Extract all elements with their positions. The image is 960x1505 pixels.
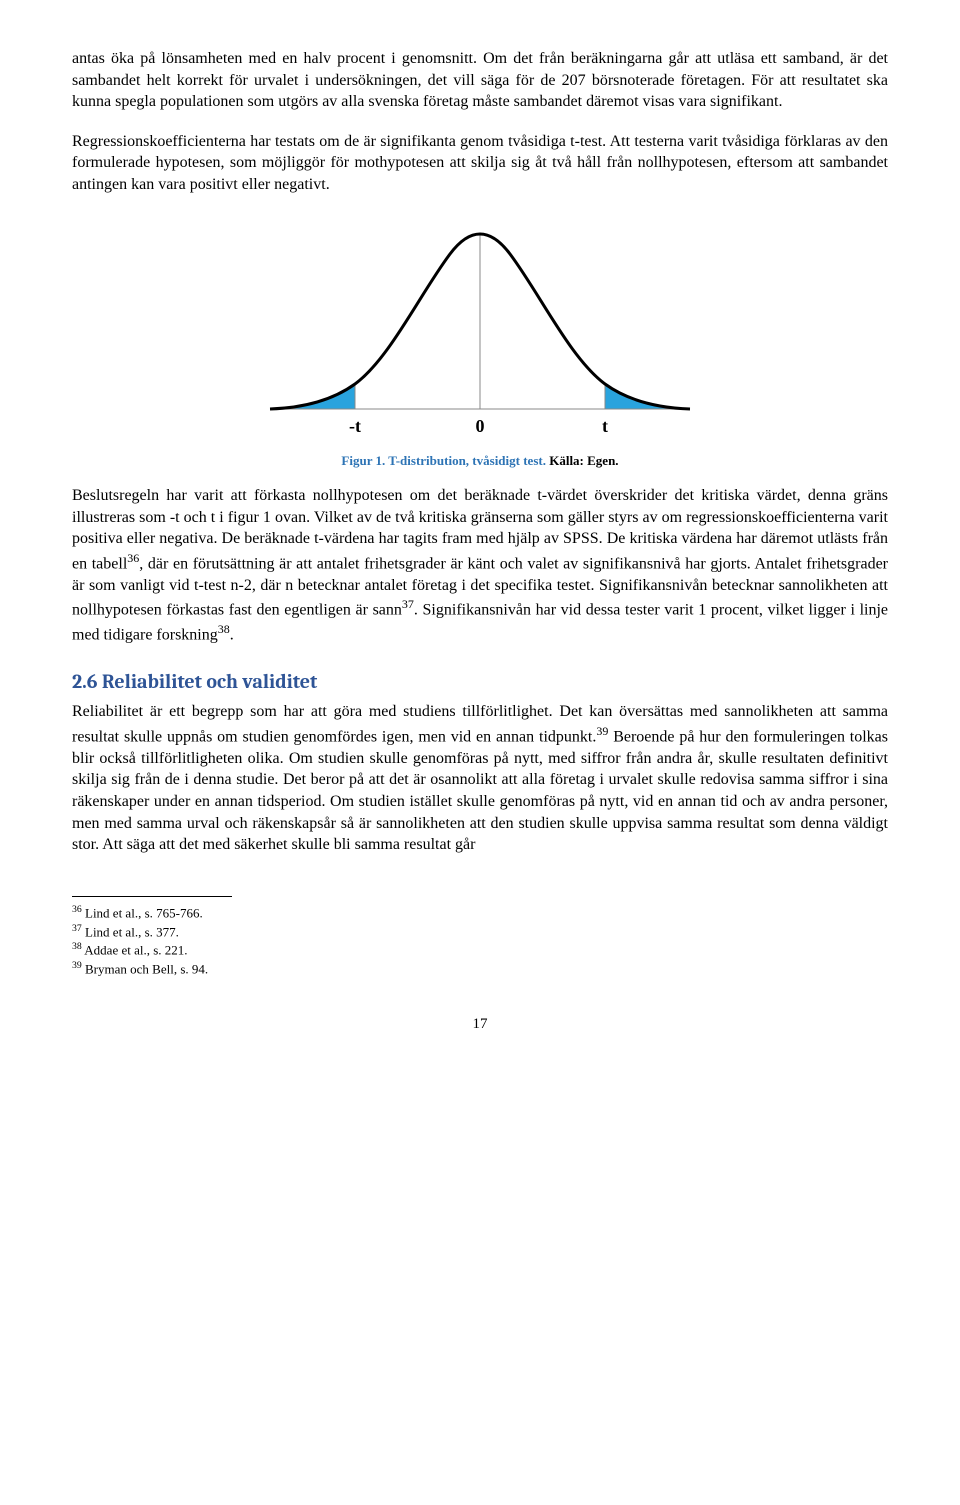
figure-t-distribution: -t 0 t bbox=[72, 214, 888, 444]
t-distribution-chart: -t 0 t bbox=[250, 214, 710, 444]
rejection-region-right bbox=[605, 384, 690, 409]
footnote-36: 36 Lind et al., s. 765-766. bbox=[72, 903, 888, 922]
footnote-num-37: 37 bbox=[72, 923, 82, 934]
footnote-marker-38: 38 bbox=[218, 622, 230, 636]
paragraph-1: antas öka på lönsamheten med en halv pro… bbox=[72, 48, 888, 113]
axis-label-left: -t bbox=[349, 416, 361, 436]
paragraph-2: Regressionskoefficienterna har testats o… bbox=[72, 131, 888, 196]
paragraph-4: Reliabilitet är ett begrepp som har att … bbox=[72, 701, 888, 855]
rejection-region-left bbox=[270, 384, 355, 409]
para4-part-b: Beroende på hur den formuleringen tolkas… bbox=[72, 728, 888, 853]
footnote-num-39: 39 bbox=[72, 960, 82, 971]
footnote-rule bbox=[72, 896, 232, 897]
figure-caption-source: Källa: Egen. bbox=[546, 453, 619, 468]
axis-label-right: t bbox=[602, 416, 608, 436]
footnote-37: 37 Lind et al., s. 377. bbox=[72, 922, 888, 941]
footnote-39: 39 Bryman och Bell, s. 94. bbox=[72, 959, 888, 978]
paragraph-3: Beslutsregeln har varit att förkasta nol… bbox=[72, 485, 888, 646]
footnote-text-38: Addae et al., s. 221. bbox=[82, 943, 188, 958]
footnote-num-38: 38 bbox=[72, 941, 82, 952]
section-heading: 2.6 Reliabilitet och validitet bbox=[72, 668, 888, 695]
footnote-38: 38 Addae et al., s. 221. bbox=[72, 940, 888, 959]
footnote-num-36: 36 bbox=[72, 904, 82, 915]
footnote-marker-36: 36 bbox=[127, 551, 139, 565]
figure-caption-title: Figur 1. T-distribution, tvåsidigt test. bbox=[341, 453, 546, 468]
footnote-marker-37: 37 bbox=[402, 597, 414, 611]
footnotes: 36 Lind et al., s. 765-766. 37 Lind et a… bbox=[72, 903, 888, 979]
footnote-text-39: Bryman och Bell, s. 94. bbox=[82, 962, 208, 977]
footnote-text-37: Lind et al., s. 377. bbox=[82, 924, 179, 939]
para3-part-d: . bbox=[230, 627, 234, 644]
figure-caption: Figur 1. T-distribution, tvåsidigt test.… bbox=[72, 452, 888, 470]
footnote-marker-39: 39 bbox=[596, 724, 608, 738]
footnote-text-36: Lind et al., s. 765-766. bbox=[82, 905, 203, 920]
axis-label-center: 0 bbox=[476, 416, 485, 436]
page-number: 17 bbox=[72, 1014, 888, 1034]
